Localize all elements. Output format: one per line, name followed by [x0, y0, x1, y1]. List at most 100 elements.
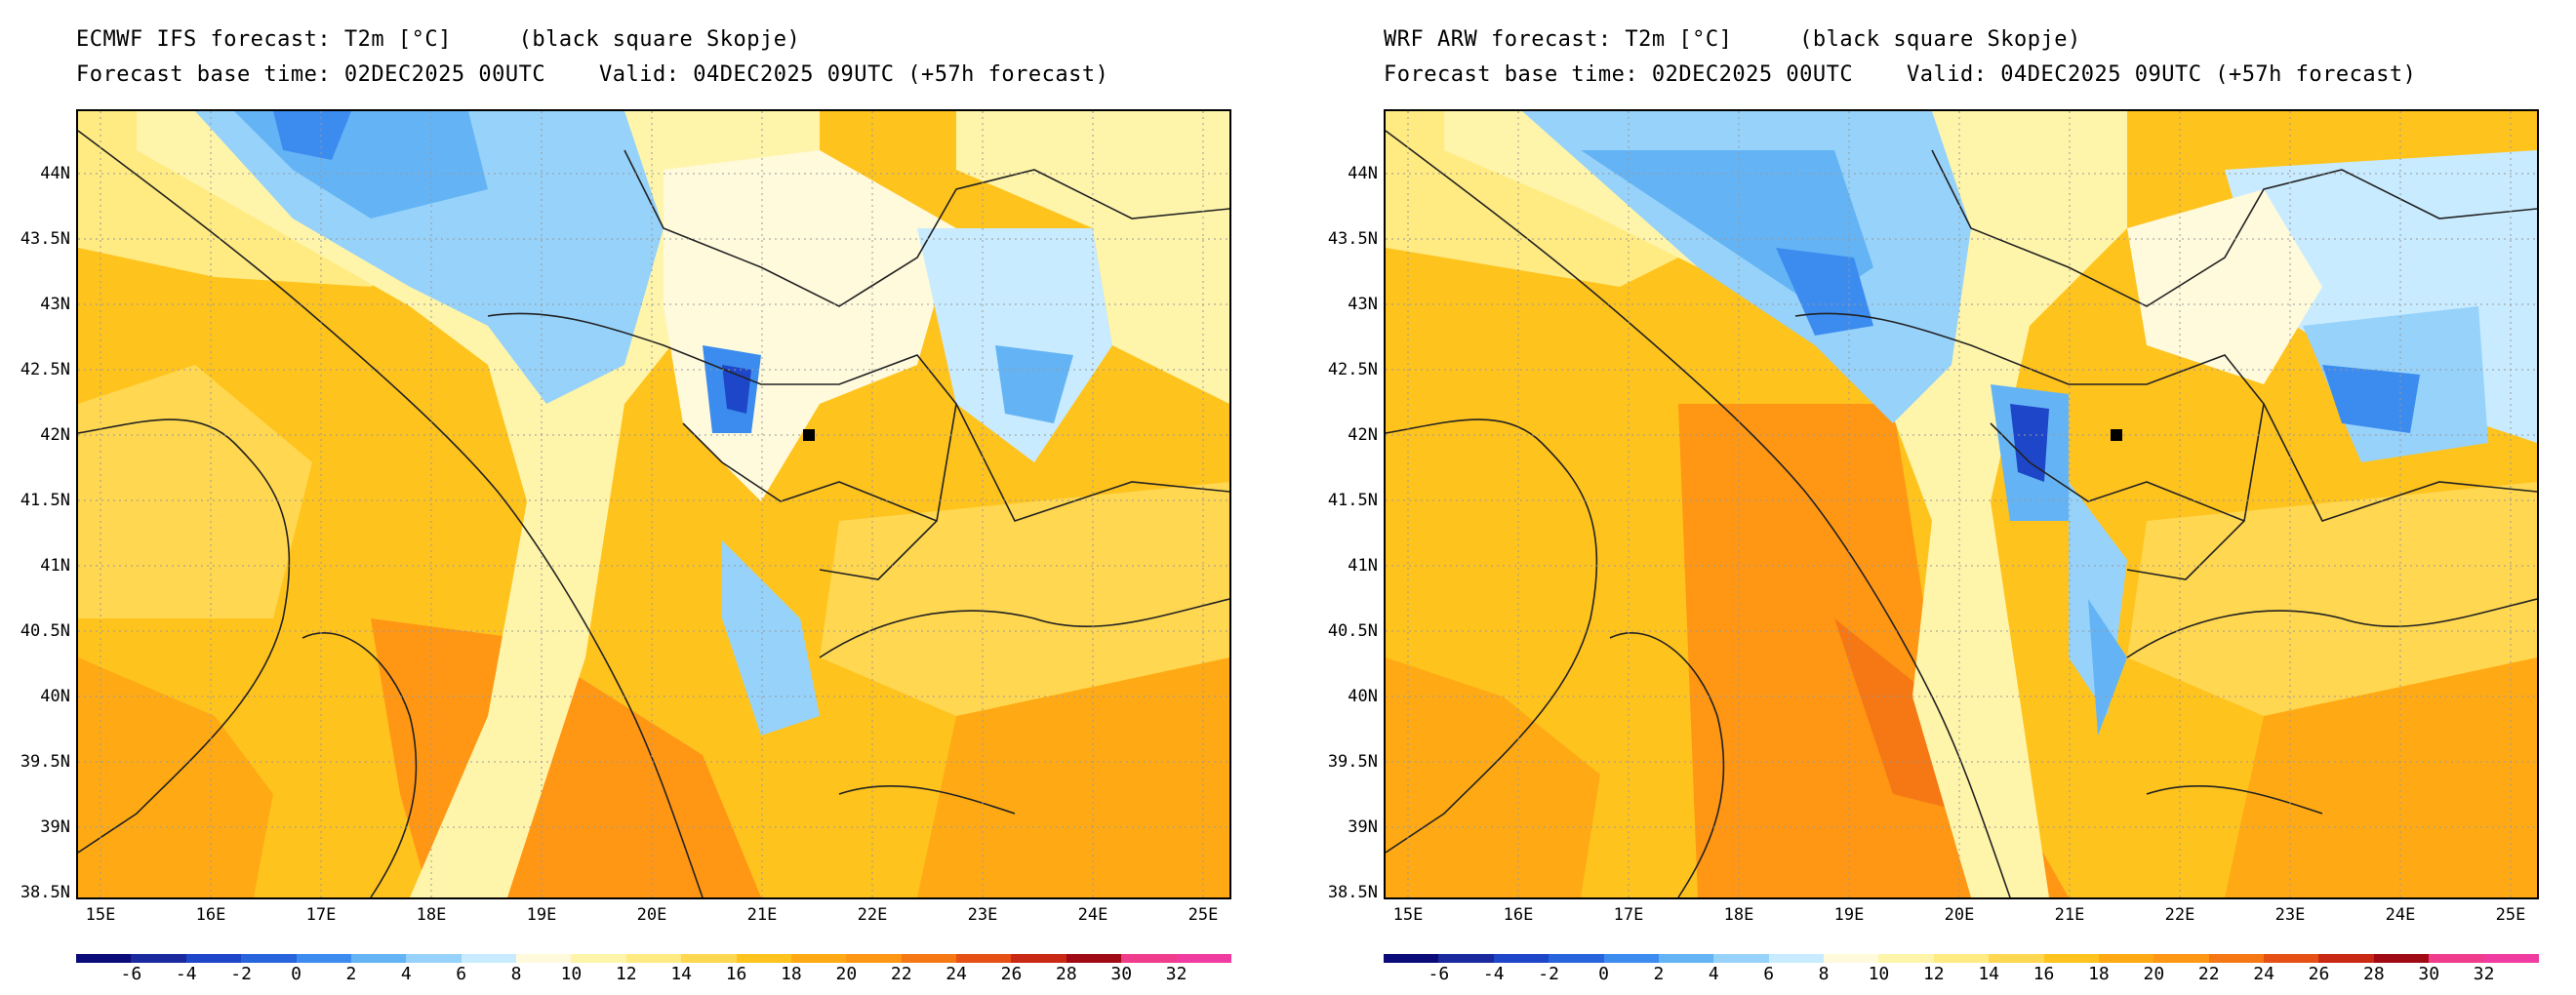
colorbar-swatch	[2153, 954, 2209, 963]
colorbar-swatch	[131, 954, 186, 963]
colorbar-label: -4	[175, 964, 197, 984]
colorbar-label: 28	[1056, 964, 1077, 984]
colorbar-label: -6	[1428, 964, 1450, 984]
colorbar-swatch	[2429, 954, 2484, 963]
wrf-map[interactable]	[1384, 109, 2539, 899]
colorbar-label: 30	[1110, 964, 1133, 984]
lat-label: 42.5N	[20, 360, 70, 379]
lat-label: 41N	[40, 556, 70, 576]
lon-label: 22E	[857, 905, 888, 925]
colorbar-swatch	[1066, 954, 1122, 963]
lat-label: 42N	[40, 425, 70, 445]
colorbar-label: 32	[2473, 964, 2495, 984]
colorbar-label: 14	[1978, 964, 2000, 984]
lat-label: 39.5N	[1327, 752, 1378, 772]
ecmwf-map[interactable]	[76, 109, 1231, 899]
colorbar	[76, 954, 1231, 963]
colorbar-swatch	[2208, 954, 2264, 963]
lat-label: 38.5N	[1327, 883, 1378, 902]
lon-label: 19E	[1833, 905, 1865, 925]
colorbar-swatch	[1549, 954, 1604, 963]
colorbar-swatch	[1824, 954, 1879, 963]
lat-label: 39N	[1348, 817, 1378, 837]
wrf-map-field	[1386, 111, 2537, 897]
colorbar-label: 8	[510, 964, 522, 984]
lat-label: 43N	[40, 295, 70, 314]
colorbar-swatch	[1713, 954, 1769, 963]
wrf-title: WRF ARW forecast: T2m [°C] (black square…	[1384, 27, 2081, 52]
colorbar-swatch	[1989, 954, 2044, 963]
colorbar-label: 24	[2253, 964, 2274, 984]
lat-label: 43N	[1348, 295, 1378, 314]
colorbar-label: 2	[1653, 964, 1665, 984]
colorbar-swatch	[901, 954, 956, 963]
colorbar-label: 12	[615, 964, 637, 984]
colorbar-label: 4	[1708, 964, 1719, 984]
colorbar-swatch	[1121, 954, 1177, 963]
colorbar-label: 20	[2143, 964, 2165, 984]
colorbar-swatch	[625, 954, 682, 963]
skopje-marker	[2111, 429, 2122, 441]
lat-label: 44N	[1348, 164, 1378, 183]
colorbar-swatch	[736, 954, 791, 963]
colorbar	[1384, 954, 2539, 963]
colorbar-label: 6	[456, 964, 467, 984]
lat-label: 41.5N	[20, 491, 70, 510]
colorbar-swatch	[76, 954, 132, 963]
colorbar-label: 18	[2088, 964, 2110, 984]
lon-label: 24E	[1077, 905, 1108, 925]
colorbar-swatch	[1603, 954, 1659, 963]
colorbar-swatch	[571, 954, 626, 963]
colorbar-swatch	[846, 954, 902, 963]
colorbar-swatch	[461, 954, 516, 963]
lat-label: 43.5N	[20, 229, 70, 249]
colorbar-swatch	[1878, 954, 1934, 963]
colorbar-swatch	[185, 954, 242, 963]
lon-label: 16E	[1503, 905, 1534, 925]
lat-label: 42.5N	[1327, 360, 1378, 379]
colorbar-swatch	[790, 954, 847, 963]
lon-label: 24E	[2385, 905, 2416, 925]
colorbar-label: 20	[835, 964, 858, 984]
colorbar-label: 22	[2197, 964, 2220, 984]
colorbar-swatch	[1493, 954, 1550, 963]
colorbar-label: 10	[1868, 964, 1890, 984]
lon-label: 20E	[1944, 905, 1975, 925]
colorbar-label: 18	[781, 964, 802, 984]
lon-label: 18E	[1723, 905, 1754, 925]
colorbar-label: 26	[1000, 964, 1023, 984]
lat-label: 40N	[40, 687, 70, 706]
colorbar-swatch	[2318, 954, 2374, 963]
colorbar-swatch	[681, 954, 737, 963]
colorbar-swatch	[1384, 954, 1439, 963]
colorbar-label: 26	[2308, 964, 2330, 984]
colorbar-label: 32	[1165, 964, 1187, 984]
lat-label: 38.5N	[20, 883, 70, 902]
lat-label: 40N	[1348, 687, 1378, 706]
colorbar-swatch	[2483, 954, 2539, 963]
colorbar-swatch	[2098, 954, 2154, 963]
colorbar-label: -6	[120, 964, 142, 984]
colorbar-label: 10	[560, 964, 583, 984]
colorbar-swatch	[2043, 954, 2099, 963]
colorbar-swatch	[2373, 954, 2430, 963]
lon-label: 17E	[1613, 905, 1644, 925]
lon-label: 23E	[2274, 905, 2306, 925]
lat-label: 43.5N	[1327, 229, 1378, 249]
lat-label: 40.5N	[1327, 621, 1378, 641]
lon-label: 15E	[1392, 905, 1424, 925]
lat-label: 40.5N	[20, 621, 70, 641]
colorbar-label: 2	[345, 964, 357, 984]
lat-label: 39.5N	[20, 752, 70, 772]
colorbar-label: 14	[670, 964, 693, 984]
ecmwf-map-field	[78, 111, 1229, 897]
colorbar-label: 28	[2363, 964, 2385, 984]
lon-label: 18E	[416, 905, 447, 925]
colorbar-label: 30	[2418, 964, 2440, 984]
lat-label: 44N	[40, 164, 70, 183]
lon-label: 21E	[746, 905, 778, 925]
colorbar-swatch	[406, 954, 462, 963]
ecmwf-title: ECMWF IFS forecast: T2m [°C] (black squa…	[76, 27, 801, 52]
ecmwf-subtitle: Forecast base time: 02DEC2025 00UTC Vali…	[76, 62, 1109, 87]
lon-label: 15E	[85, 905, 116, 925]
